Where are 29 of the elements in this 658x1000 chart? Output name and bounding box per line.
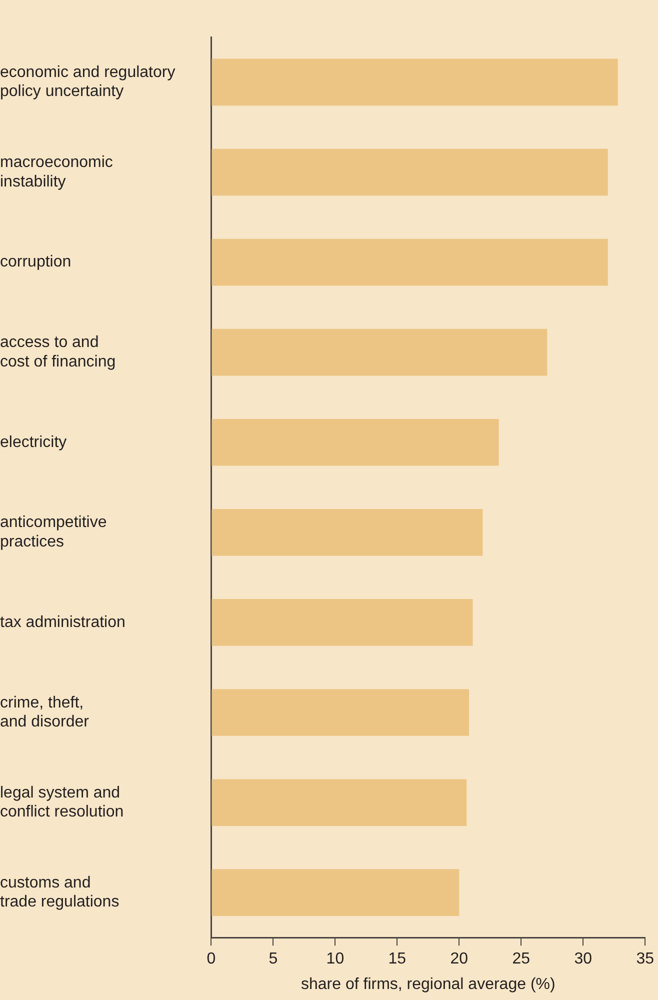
y-tick-label: crime, theft, and disorder <box>0 694 90 731</box>
bar <box>212 509 483 556</box>
bar <box>212 689 470 736</box>
bar <box>212 148 608 196</box>
bar <box>212 779 467 826</box>
bar <box>212 238 608 286</box>
x-tick-label: 25 <box>512 950 530 968</box>
x-axis-title: share of firms, regional average (%) <box>300 976 556 993</box>
y-tick-label: legal system and conflict resolution <box>0 784 124 821</box>
y-tick-label: macroeconomic instability <box>0 154 113 190</box>
y-tick-label: economic and regulatory policy uncertainty <box>0 64 176 100</box>
bar <box>212 599 473 646</box>
y-tick-label: access to and cost of financing <box>0 334 116 370</box>
y-tick-label: tax administration <box>0 614 126 631</box>
x-tick-label: 0 <box>206 950 216 968</box>
y-tick-label: corruption <box>0 254 72 271</box>
y-tick-label: anticompetitive practices <box>0 514 107 550</box>
bar <box>212 58 618 106</box>
x-tick-label: 10 <box>326 950 344 968</box>
y-tick-label: electricity <box>0 434 67 451</box>
x-tick-label: 30 <box>574 950 592 968</box>
x-tick-label: 15 <box>388 950 406 968</box>
y-tick-label: customs and trade regulations <box>0 874 120 911</box>
bar <box>212 418 499 466</box>
bar <box>212 328 548 376</box>
x-tick-label: 5 <box>268 950 278 968</box>
x-tick-label: 35 <box>636 950 654 968</box>
x-tick-label: 20 <box>450 950 468 968</box>
bar <box>212 869 460 916</box>
